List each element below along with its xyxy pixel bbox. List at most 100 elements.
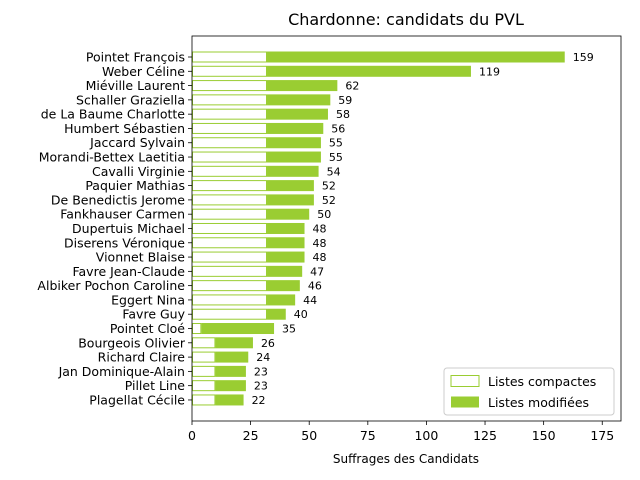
y-tick-label: Weber Céline xyxy=(102,64,185,79)
y-tick-label: Jaccard Sylvain xyxy=(89,135,185,150)
y-tick-label: Schaller Graziella xyxy=(76,92,185,107)
bar-compact xyxy=(192,323,202,335)
y-tick-label: Paquier Mathias xyxy=(85,178,185,193)
bar-modified xyxy=(267,51,565,63)
y-tick-label: Diserens Véronique xyxy=(64,235,185,250)
y-tick-label: Eggert Nina xyxy=(111,292,185,307)
data-label: 22 xyxy=(252,394,266,407)
data-label: 23 xyxy=(254,380,268,393)
data-label: 48 xyxy=(313,237,327,250)
bar-compact xyxy=(192,222,268,234)
data-label: 59 xyxy=(338,94,352,107)
bar-compact xyxy=(192,151,268,163)
x-tick-label: 50 xyxy=(301,428,317,443)
bar-modified xyxy=(267,265,303,277)
y-tick-label: Morandi-Bettex Laetitia xyxy=(39,150,185,165)
data-label: 55 xyxy=(329,151,343,164)
bar-modified xyxy=(267,122,324,134)
y-tick-label: Bourgeois Olivier xyxy=(78,335,186,350)
y-tick-label: Fankhauser Carmen xyxy=(60,207,185,222)
x-tick-label: 0 xyxy=(188,428,196,443)
bar-compact xyxy=(192,208,268,220)
x-axis-label: Suffrages des Candidats xyxy=(333,452,479,466)
bar-modified xyxy=(267,108,328,120)
bar-compact xyxy=(192,65,268,77)
y-tick-label: Dupertuis Michael xyxy=(72,221,185,236)
bar-modified xyxy=(267,208,310,220)
bar-modified xyxy=(267,280,300,292)
bar-compact xyxy=(192,251,268,263)
x-tick-label: 175 xyxy=(590,428,614,443)
x-tick-label: 125 xyxy=(473,428,497,443)
bar-modified xyxy=(267,194,314,206)
x-tick-label: 75 xyxy=(360,428,376,443)
data-label: 44 xyxy=(303,294,317,307)
bar-modified xyxy=(267,151,321,163)
bar-modified xyxy=(267,237,305,249)
data-label: 40 xyxy=(294,308,308,321)
chart-title: Chardonne: candidats du PVL xyxy=(288,10,524,29)
bar-compact xyxy=(192,137,268,149)
data-label: 48 xyxy=(313,251,327,264)
bar-modified xyxy=(215,394,244,406)
bar-modified xyxy=(267,65,471,77)
y-tick-label: Albiker Pochon Caroline xyxy=(37,278,185,293)
bar-compact xyxy=(192,351,216,363)
y-tick-label: Richard Claire xyxy=(98,350,186,365)
bar-modified xyxy=(267,294,296,306)
bar-modified xyxy=(267,222,305,234)
data-label: 47 xyxy=(310,265,324,278)
bar-modified xyxy=(267,137,321,149)
bar-compact xyxy=(192,380,216,392)
data-label: 35 xyxy=(282,323,296,336)
x-tick-label: 150 xyxy=(532,428,556,443)
data-label: 62 xyxy=(345,80,359,93)
data-label: 52 xyxy=(322,194,336,207)
bar-compact xyxy=(192,194,268,206)
bar-compact xyxy=(192,394,216,406)
bar-modified xyxy=(215,337,253,349)
data-label: 24 xyxy=(256,351,270,364)
bar-compact xyxy=(192,337,216,349)
legend-box xyxy=(443,367,615,416)
data-label: 48 xyxy=(313,222,327,235)
y-tick-label: Plagellat Cécile xyxy=(89,392,185,407)
data-label: 54 xyxy=(327,165,341,178)
bar-compact xyxy=(192,308,268,320)
data-label: 119 xyxy=(479,65,500,78)
bar-compact xyxy=(192,265,268,277)
data-label: 58 xyxy=(336,108,350,121)
bar-compact xyxy=(192,122,268,134)
bar-modified xyxy=(267,180,314,192)
data-label: 50 xyxy=(317,208,331,221)
bar-compact xyxy=(192,94,268,106)
bar-modified xyxy=(267,80,338,92)
bar-modified xyxy=(215,365,246,377)
data-label: 56 xyxy=(331,122,345,135)
x-tick-label: 100 xyxy=(414,428,438,443)
bar-compact xyxy=(192,237,268,249)
legend-label-compact: Listes compactes xyxy=(488,374,596,389)
y-tick-label: Pointet Cloé xyxy=(110,321,185,336)
data-label: 52 xyxy=(322,180,336,193)
bar-compact xyxy=(192,365,216,377)
y-tick-label: de La Baume Charlotte xyxy=(41,107,186,122)
y-tick-label: Pointet François xyxy=(86,50,185,65)
y-tick-label: Jan Dominique-Alain xyxy=(58,364,185,379)
legend-label-modified: Listes modifiées xyxy=(488,395,589,410)
y-tick-label: Favre Jean-Claude xyxy=(72,264,185,279)
data-label: 159 xyxy=(573,51,594,64)
data-label: 26 xyxy=(261,337,275,350)
bar-compact xyxy=(192,280,268,292)
bar-modified xyxy=(201,323,275,335)
y-tick-label: Miéville Laurent xyxy=(86,78,185,93)
y-tick-label: Vionnet Blaise xyxy=(96,250,186,265)
bar-compact xyxy=(192,51,268,63)
plot-area: 1591196259585655555452525048484847464440… xyxy=(191,35,622,422)
bar-modified xyxy=(267,308,286,320)
legend: Listes compactes Listes modifiées xyxy=(443,367,615,416)
x-tick-label: 25 xyxy=(243,428,259,443)
bar-compact xyxy=(192,165,268,177)
